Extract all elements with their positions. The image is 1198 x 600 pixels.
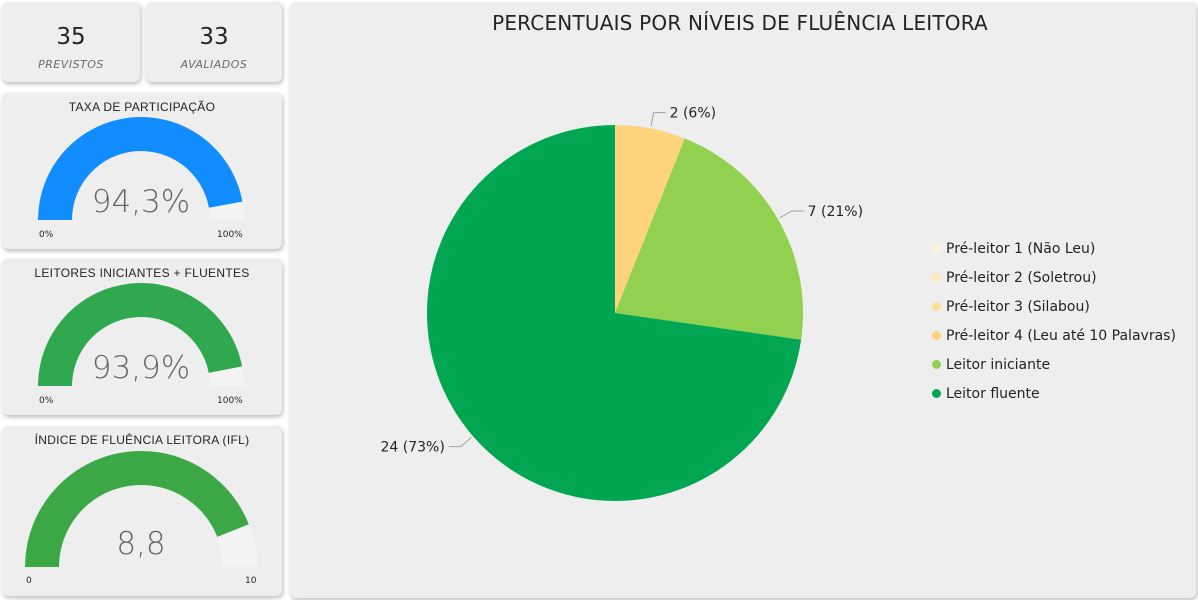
pie-data-label-4: 7 (21%) (808, 204, 863, 220)
pie-chart-card: PERCENTUAIS POR NÍVEIS DE FLUÊNCIA LEITO… (290, 2, 1196, 598)
legend-label-5: Leitor fluente (946, 385, 1040, 402)
kpi-previstos-label: PREVISTOS (38, 58, 104, 71)
gauge-card-leitores: LEITORES INICIANTES + FLUENTES 93,9% 0% … (2, 259, 282, 415)
gauge-taxa-value: 94,3% (91, 184, 191, 220)
legend-item-0[interactable]: Pré-leitor 1 (Não Leu) (932, 234, 1176, 263)
gauge-taxa-max-label: 100% (217, 230, 243, 240)
legend-label-2: Pré-leitor 3 (Silabou) (946, 298, 1090, 315)
gauge-ifl-min-label: 0 (26, 576, 32, 586)
legend-item-4[interactable]: Leitor iniciante (932, 350, 1176, 379)
pie-slice-4[interactable] (615, 138, 803, 340)
legend-label-0: Pré-leitor 1 (Não Leu) (946, 240, 1096, 257)
gauge-leitores-min-label: 0% (39, 396, 54, 406)
gauge-taxa-min-label: 0% (39, 230, 54, 240)
gauge-taxa-chart (38, 117, 244, 220)
pie-legend: Pré-leitor 1 (Não Leu) Pré-leitor 2 (Sole… (932, 234, 1176, 408)
legend-dot-1 (932, 273, 941, 282)
gauge-ifl-max-label: 10 (245, 576, 257, 586)
kpi-avaliados-value: 33 (199, 24, 229, 50)
legend-dot-3 (932, 331, 941, 340)
gauge-leitores-title: LEITORES INICIANTES + FLUENTES (34, 266, 250, 280)
gauge-ifl-fill (25, 451, 249, 567)
pie-slice-3[interactable] (615, 125, 685, 313)
gauge-taxa-title: TAXA DE PARTICIPAÇÃO (68, 100, 216, 114)
kpi-previstos-value: 35 (56, 24, 86, 50)
legend-label-4: Leitor iniciante (946, 356, 1051, 373)
pie-data-label-5: 24 (73%) (381, 440, 445, 456)
legend-item-1[interactable]: Pré-leitor 2 (Soletrou) (932, 263, 1176, 292)
legend-label-1: Pré-leitor 2 (Soletrou) (946, 269, 1097, 286)
legend-item-3[interactable]: Pré-leitor 4 (Leu até 10 Palavras) (932, 321, 1176, 350)
pie-chart-title: PERCENTUAIS POR NÍVEIS DE FLUÊNCIA LEITO… (492, 11, 988, 35)
legend-item-5[interactable]: Leitor fluente (932, 379, 1176, 408)
gauge-ifl-title: ÍNDICE DE FLUÊNCIA LEITORA (IFL) (34, 433, 250, 447)
pie-slice-5[interactable] (427, 124, 802, 501)
gauge-leitores-chart (38, 283, 244, 386)
legend-item-2[interactable]: Pré-leitor 3 (Silabou) (932, 292, 1176, 321)
pie-data-label-3: 2 (6%) (670, 106, 717, 122)
gauge-leitores-value: 93,9% (91, 350, 191, 386)
pie-leader-line-4 (779, 210, 804, 219)
gauge-taxa-fill (38, 117, 243, 220)
gauge-ifl-chart (25, 451, 257, 567)
gauge-leitores-fill (38, 283, 243, 386)
legend-dot-4 (932, 360, 941, 369)
gauge-card-taxa: TAXA DE PARTICIPAÇÃO 94,3% 0% 100% (2, 93, 282, 249)
pie-leader-line-5 (448, 437, 472, 448)
kpi-card-avaliados: 33 AVALIADOS (146, 2, 282, 82)
kpi-avaliados-label: AVALIADOS (180, 58, 248, 71)
kpi-card-previstos: 35 PREVISTOS (2, 2, 140, 82)
gauge-ifl-value: 8,8 (116, 526, 166, 562)
legend-dot-2 (932, 302, 941, 311)
legend-dot-5 (932, 389, 941, 398)
pie-chart: 2 (6%) 7 (21%) 24 (73%) (381, 106, 863, 501)
legend-dot-0 (932, 244, 941, 253)
gauge-leitores-max-label: 100% (217, 396, 243, 406)
gauge-card-ifl: ÍNDICE DE FLUÊNCIA LEITORA (IFL) 8,8 0 1… (2, 426, 282, 596)
pie-leader-line-3 (650, 112, 666, 127)
legend-label-3: Pré-leitor 4 (Leu até 10 Palavras) (946, 327, 1176, 344)
